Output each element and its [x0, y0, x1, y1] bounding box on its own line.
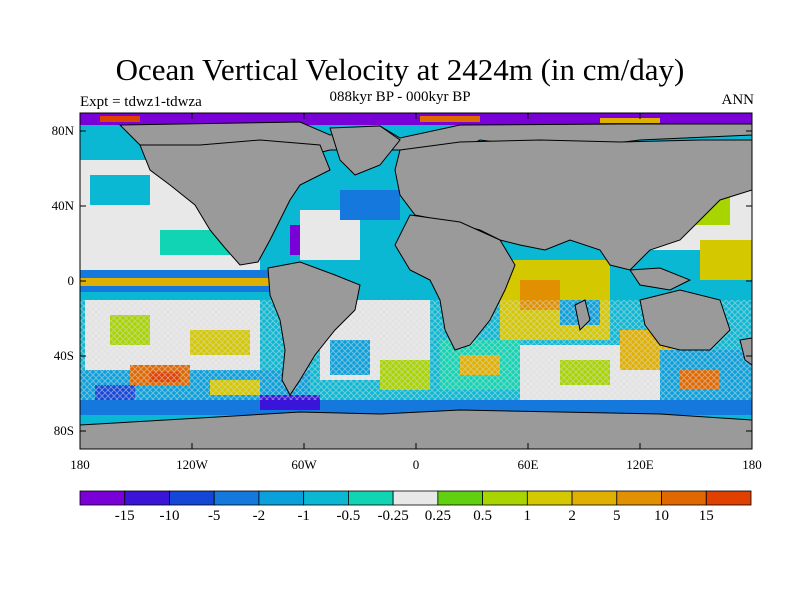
lat-label-40n: 40N [51, 198, 74, 213]
colorbar-label: -15 [114, 508, 135, 524]
colorbar-swatch [482, 490, 528, 506]
lat-label-80s: 80S [53, 423, 74, 438]
colorbar-swatch [705, 490, 752, 506]
africa-land [394, 214, 516, 351]
lat-label-40s: 40S [53, 348, 74, 363]
colorbar-label: -0.5 [336, 508, 361, 524]
map-subtitle: 088kyr BP - 000kyr BP [329, 89, 471, 105]
colorbar-swatch [124, 490, 170, 506]
colorbar-swatch [616, 490, 662, 506]
colorbar-swatch [347, 490, 394, 506]
colorbar-swatch [661, 490, 707, 506]
lon-label-60e: 60E [517, 457, 539, 472]
lon-label-180e: 180 [742, 457, 762, 472]
new-zealand-land [739, 337, 752, 366]
north-america-land [139, 139, 331, 266]
colorbar-label: 0.5 [473, 508, 492, 524]
colorbar-label: 15 [698, 508, 714, 524]
colorbar-swatch [303, 490, 349, 506]
greenland-land [329, 125, 401, 176]
colorbar-label: 5 [613, 508, 621, 524]
colorbar-swatch [526, 490, 573, 506]
season-label: ANN [721, 92, 755, 108]
south-america-land [267, 261, 361, 396]
colorbar-label: 10 [654, 508, 669, 524]
map-title: Ocean Vertical Velocity at 2424m (in cm/… [115, 52, 685, 87]
colorbar [79, 490, 752, 506]
lon-label-120e: 120E [626, 457, 654, 472]
colorbar-swatch [437, 490, 483, 506]
land-masses [80, 121, 752, 449]
colorbar-label: 2 [568, 508, 576, 524]
madagascar-land [574, 299, 591, 332]
map-plot-area [80, 113, 752, 449]
experiment-label: Expt = tdwz1-tdwza [80, 94, 202, 110]
colorbar-label: -0.25 [377, 508, 409, 524]
lon-label-0: 0 [412, 457, 420, 472]
australia-land [639, 289, 731, 351]
colorbar-swatch [392, 490, 439, 506]
colorbar-swatch [213, 490, 260, 506]
colorbar-label: -2 [252, 508, 266, 524]
colorbar-label: 0.25 [424, 508, 452, 524]
colorbar-swatch [79, 490, 126, 506]
lat-label-80n: 80N [51, 123, 74, 138]
colorbar-label: -1 [297, 508, 310, 524]
colorbar-swatch [258, 490, 305, 506]
maritime-continent-land [629, 267, 692, 291]
colorbar-swatch [571, 490, 618, 506]
lon-label-120w: 120W [176, 457, 208, 472]
lon-label-60w: 60W [291, 457, 317, 472]
lon-label-180w: 180 [70, 457, 90, 472]
antarctica-land [80, 409, 752, 449]
colorbar-label: -5 [207, 508, 221, 524]
colorbar-label: 1 [523, 508, 532, 524]
axis-ticks [80, 113, 752, 449]
colorbar-swatch [169, 490, 215, 506]
colorbar-label: -10 [159, 508, 180, 524]
lat-label-0: 0 [67, 273, 75, 288]
